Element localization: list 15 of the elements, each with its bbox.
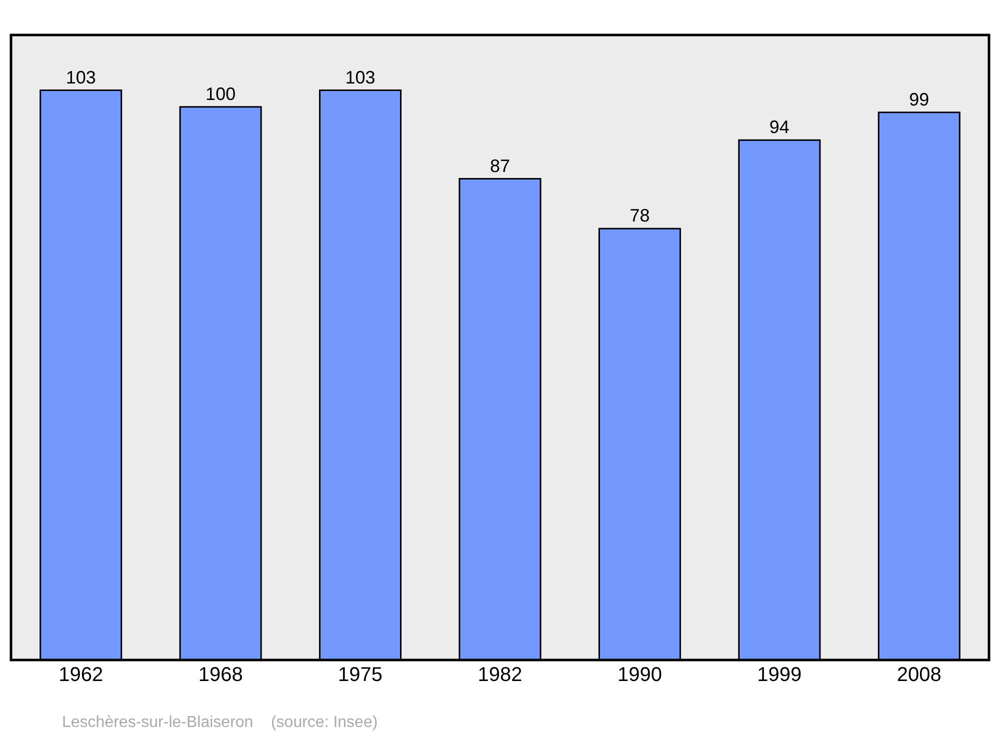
x-tick-label: 1982 xyxy=(478,664,522,686)
data-label: 78 xyxy=(630,206,650,226)
data-label: 94 xyxy=(769,117,790,138)
x-tick-label: 1975 xyxy=(338,664,383,686)
x-tick-label: 2008 xyxy=(896,664,942,686)
x-tick-label: 1999 xyxy=(757,664,802,686)
x-tick-label: 1990 xyxy=(617,664,662,686)
data-label: 99 xyxy=(909,89,930,110)
x-tick-label: 1968 xyxy=(198,664,243,686)
data-label: 87 xyxy=(490,156,510,176)
data-label: 103 xyxy=(66,67,96,88)
data-label: 100 xyxy=(206,84,236,104)
data-label: 103 xyxy=(345,67,376,88)
text: Leschères-sur-le-Blaiseron (source: Insee) xyxy=(62,714,378,731)
x-tick-label: 1962 xyxy=(58,664,104,686)
